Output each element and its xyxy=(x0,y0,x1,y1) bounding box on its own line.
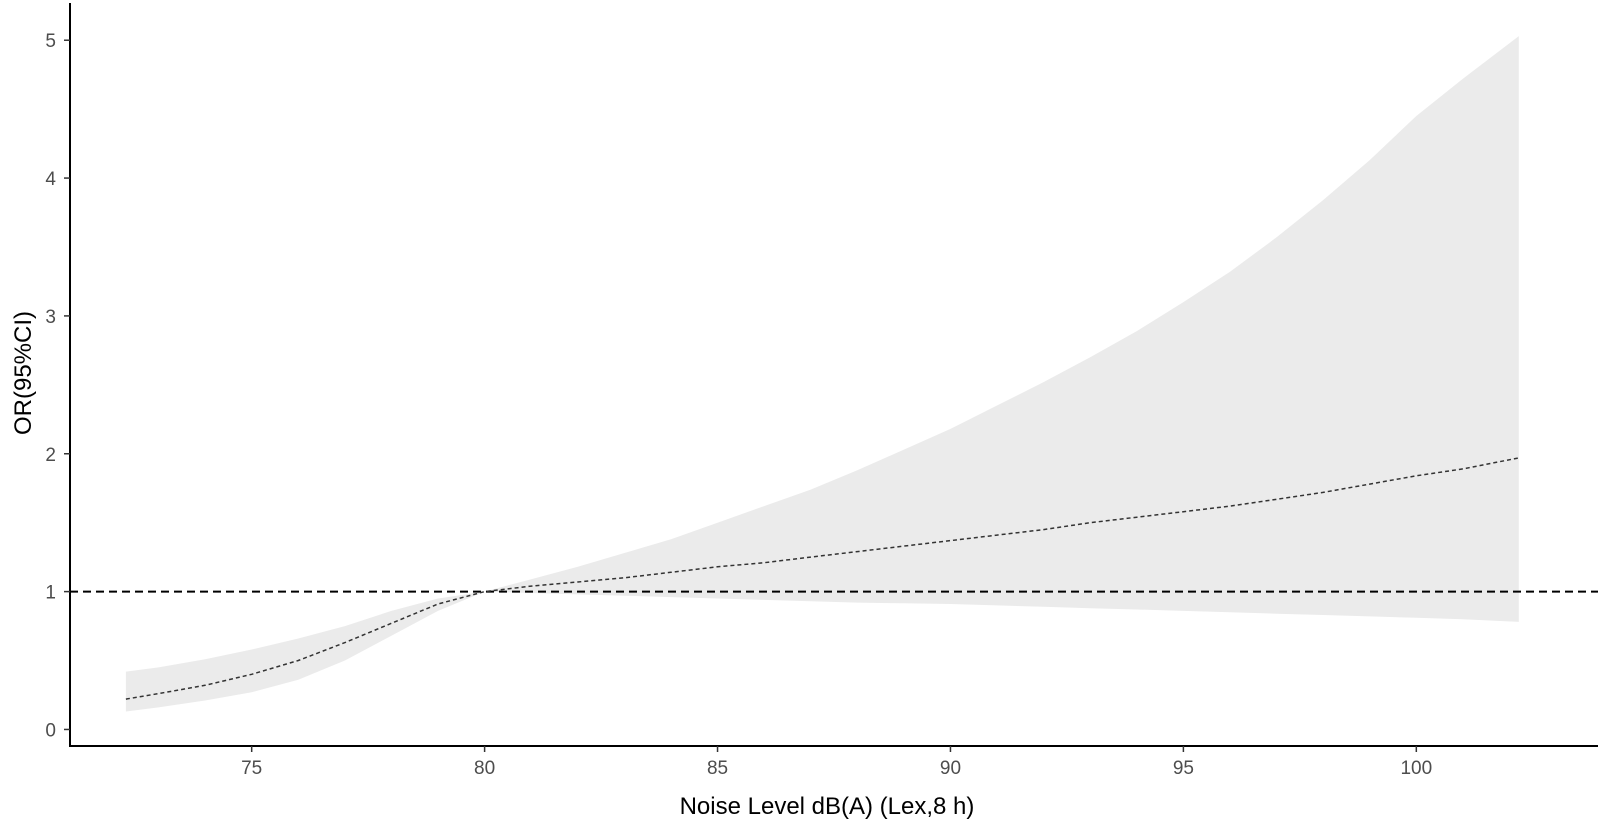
y-tick-label-5: 5 xyxy=(45,31,56,52)
x-tick-label-95: 95 xyxy=(1173,758,1194,779)
or-curve-layer xyxy=(125,457,1519,700)
x-axis-title: Noise Level dB(A) (Lex,8 h) xyxy=(680,793,975,820)
or-curve xyxy=(125,457,1519,700)
confidence-band-layer xyxy=(125,36,1519,712)
y-tick-label-2: 2 xyxy=(45,445,56,466)
axes: 75 80 85 90 95 100 0 1 2 3 4 5 xyxy=(45,3,1598,779)
y-tick-label-4: 4 xyxy=(45,169,56,190)
y-tick-label-3: 3 xyxy=(45,307,56,328)
x-tick-label-100: 100 xyxy=(1400,758,1432,779)
x-tick-label-90: 90 xyxy=(940,758,961,779)
x-tick-label-75: 75 xyxy=(241,758,262,779)
y-tick-label-1: 1 xyxy=(45,583,56,604)
confidence-band xyxy=(125,36,1519,712)
x-tick-label-80: 80 xyxy=(474,758,495,779)
x-tick-label-85: 85 xyxy=(707,758,728,779)
y-tick-label-0: 0 xyxy=(45,720,56,741)
y-axis-title: OR(95%CI) xyxy=(10,311,37,435)
